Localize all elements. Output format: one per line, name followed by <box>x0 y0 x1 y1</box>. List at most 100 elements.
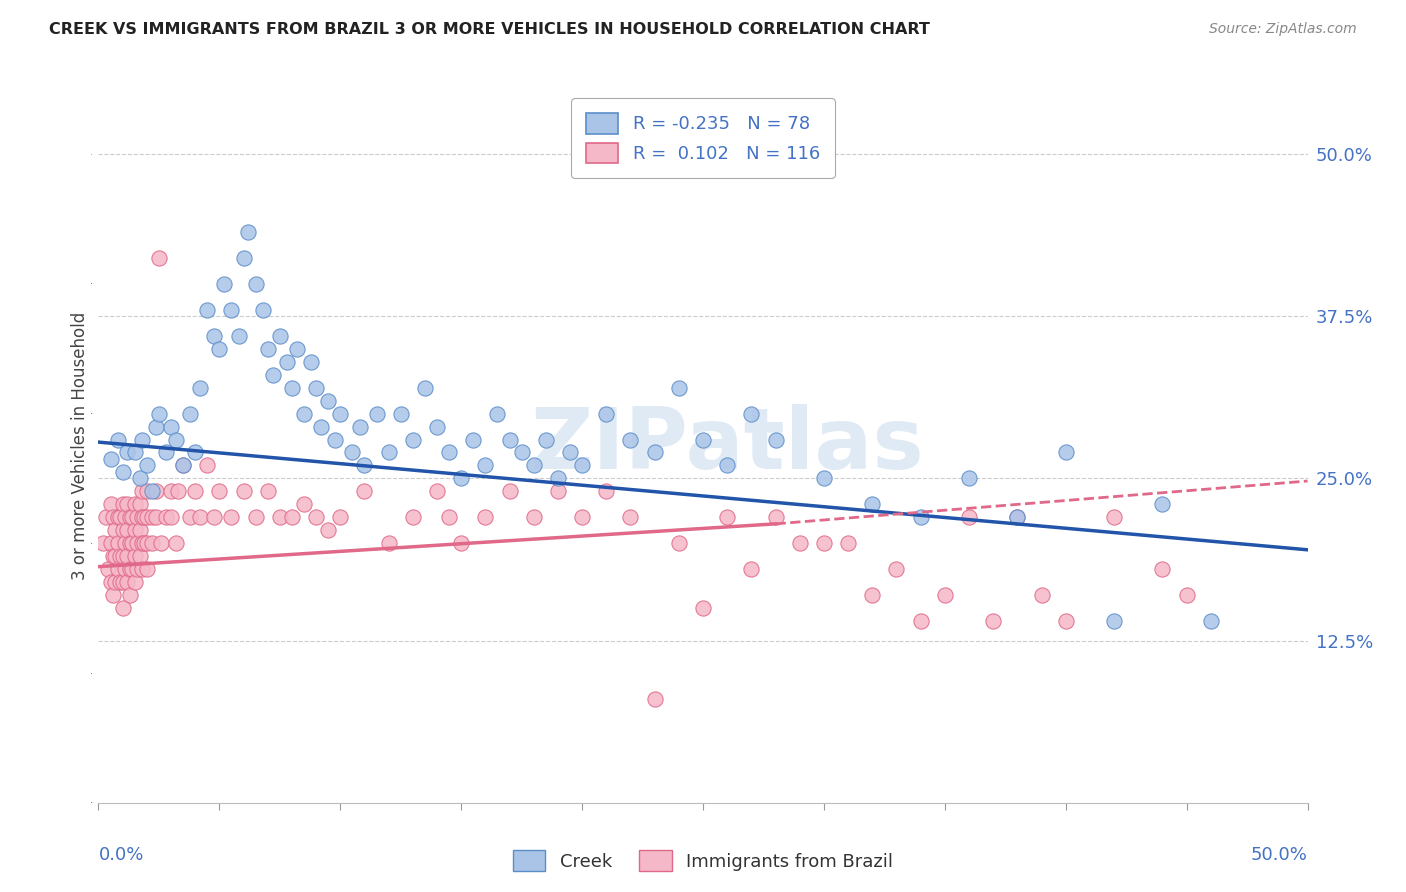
Point <box>716 458 738 473</box>
Point <box>238 225 260 239</box>
Point <box>127 536 149 550</box>
Point <box>309 419 332 434</box>
Point <box>150 536 173 550</box>
Y-axis label: 3 or more Vehicles in Household: 3 or more Vehicles in Household <box>72 312 89 580</box>
Point <box>547 471 569 485</box>
Point <box>141 484 163 499</box>
Point <box>160 510 183 524</box>
Point <box>101 588 124 602</box>
Point <box>619 510 641 524</box>
Legend: Creek, Immigrants from Brazil: Creek, Immigrants from Brazil <box>506 843 900 879</box>
Point <box>765 510 787 524</box>
Point <box>510 445 533 459</box>
Point <box>117 445 139 459</box>
Point <box>91 536 114 550</box>
Point <box>1031 588 1053 602</box>
Point <box>437 510 460 524</box>
Point <box>1054 445 1077 459</box>
Point <box>131 562 153 576</box>
Point <box>1007 510 1029 524</box>
Point <box>111 601 134 615</box>
Point <box>94 510 117 524</box>
Point <box>292 407 315 421</box>
Point <box>305 510 328 524</box>
Point <box>118 510 141 524</box>
Point <box>547 484 569 499</box>
Point <box>269 328 291 343</box>
Point <box>276 354 298 368</box>
Point <box>474 458 496 473</box>
Point <box>1054 614 1077 628</box>
Point <box>534 433 557 447</box>
Point <box>232 251 254 265</box>
Point <box>131 536 153 550</box>
Point <box>111 549 134 564</box>
Point <box>740 407 762 421</box>
Point <box>165 433 187 447</box>
Point <box>212 277 235 291</box>
Point <box>389 407 412 421</box>
Point <box>114 510 136 524</box>
Text: ZIPatlas: ZIPatlas <box>530 404 924 488</box>
Point <box>160 484 183 499</box>
Point <box>124 549 146 564</box>
Point <box>124 575 146 590</box>
Point <box>172 458 194 473</box>
Point <box>285 342 308 356</box>
Point <box>155 445 177 459</box>
Point <box>117 497 139 511</box>
Point <box>228 328 250 343</box>
Point <box>450 536 472 550</box>
Point <box>1199 614 1222 628</box>
Point <box>571 510 593 524</box>
Point <box>413 381 436 395</box>
Point <box>281 510 304 524</box>
Point <box>910 510 932 524</box>
Point <box>692 433 714 447</box>
Point <box>135 484 157 499</box>
Point <box>188 381 211 395</box>
Point <box>957 510 980 524</box>
Point <box>981 614 1004 628</box>
Point <box>789 536 811 550</box>
Point <box>124 524 146 538</box>
Point <box>498 433 520 447</box>
Point <box>221 510 243 524</box>
Point <box>97 562 120 576</box>
Point <box>377 536 399 550</box>
Point <box>644 692 666 706</box>
Point <box>269 510 291 524</box>
Point <box>107 562 129 576</box>
Point <box>131 433 153 447</box>
Point <box>281 381 304 395</box>
Point <box>402 433 425 447</box>
Point <box>117 549 139 564</box>
Point <box>426 419 449 434</box>
Text: 50.0%: 50.0% <box>1251 846 1308 863</box>
Point <box>353 458 375 473</box>
Point <box>252 302 274 317</box>
Point <box>114 562 136 576</box>
Point <box>134 510 156 524</box>
Point <box>692 601 714 615</box>
Point <box>117 524 139 538</box>
Point <box>107 536 129 550</box>
Point <box>108 575 131 590</box>
Point <box>668 381 690 395</box>
Point <box>886 562 908 576</box>
Point <box>134 536 156 550</box>
Point <box>1007 510 1029 524</box>
Point <box>571 458 593 473</box>
Point <box>262 368 284 382</box>
Point <box>104 524 127 538</box>
Point <box>204 328 226 343</box>
Text: 0.0%: 0.0% <box>98 846 143 863</box>
Point <box>111 497 134 511</box>
Point <box>141 536 163 550</box>
Point <box>145 510 167 524</box>
Point <box>765 433 787 447</box>
Point <box>131 484 153 499</box>
Point <box>329 510 352 524</box>
Point <box>644 445 666 459</box>
Point <box>101 549 124 564</box>
